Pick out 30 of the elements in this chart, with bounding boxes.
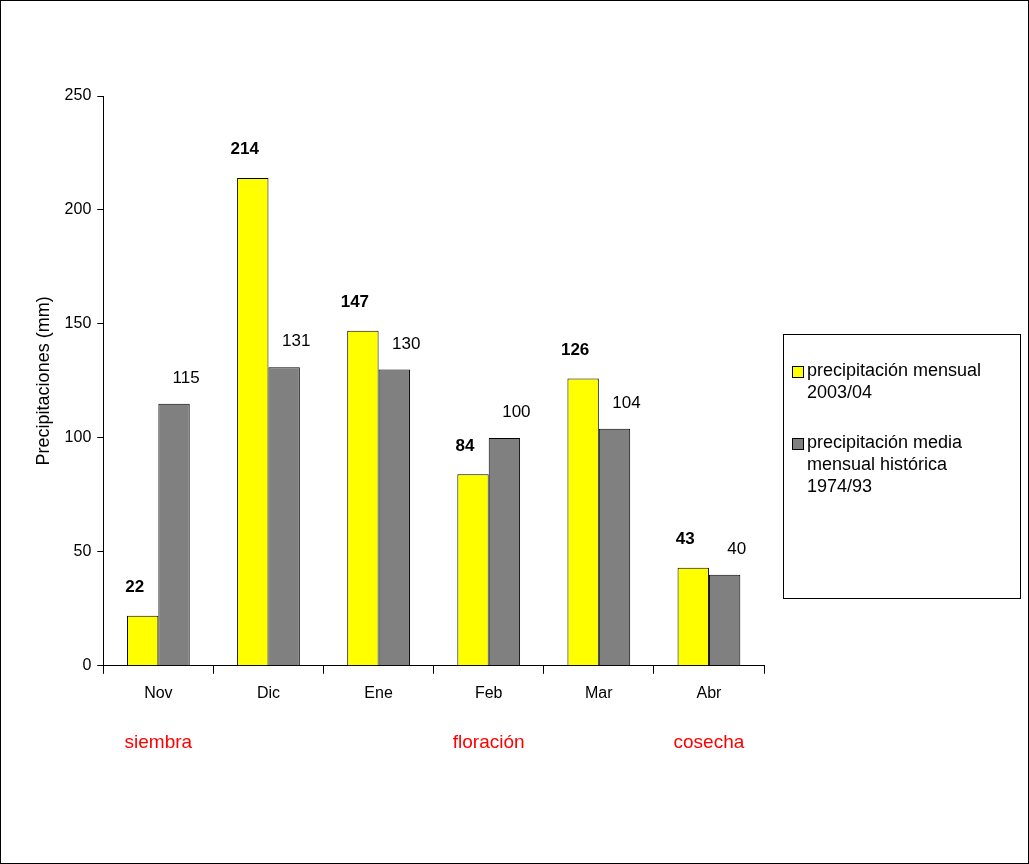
- x-tick-label: Feb: [474, 683, 503, 701]
- data-label: 130: [392, 333, 421, 353]
- data-label: 100: [502, 402, 531, 422]
- x-tick-label: Nov: [144, 683, 173, 701]
- data-label: 131: [281, 331, 311, 351]
- text: cosecha: [673, 731, 745, 753]
- y-tick-label: 250: [64, 86, 92, 104]
- x-tick-label: Abr: [696, 683, 723, 701]
- y-tick-label: 100: [64, 428, 92, 446]
- legend-label: precipitación mensual 2003/04: [807, 359, 983, 403]
- x-tick-label: Ene: [364, 683, 393, 701]
- text: siembra: [124, 731, 193, 753]
- y-axis-title: Precipitaciones (mm): [32, 296, 53, 466]
- data-label: 104: [612, 392, 641, 412]
- data-label: 147: [340, 291, 370, 311]
- data-label: 43: [675, 528, 695, 548]
- legend-label: precipitación media mensual histórica 1974/93: [807, 431, 964, 497]
- x-tick-label: Mar: [585, 683, 614, 701]
- y-tick-label: 0: [82, 656, 92, 674]
- data-label: 115: [172, 367, 200, 387]
- data-label: 84: [455, 435, 476, 455]
- text: floración: [452, 731, 525, 753]
- y-tick-label: 200: [64, 200, 92, 218]
- data-label: 40: [727, 538, 747, 558]
- data-label: 214: [230, 139, 260, 159]
- y-tick-label: 50: [73, 542, 92, 560]
- y-tick-label: 150: [64, 314, 92, 332]
- x-tick-label: Dic: [256, 683, 281, 701]
- data-label: 22: [125, 576, 145, 596]
- data-label: 126: [560, 339, 590, 359]
